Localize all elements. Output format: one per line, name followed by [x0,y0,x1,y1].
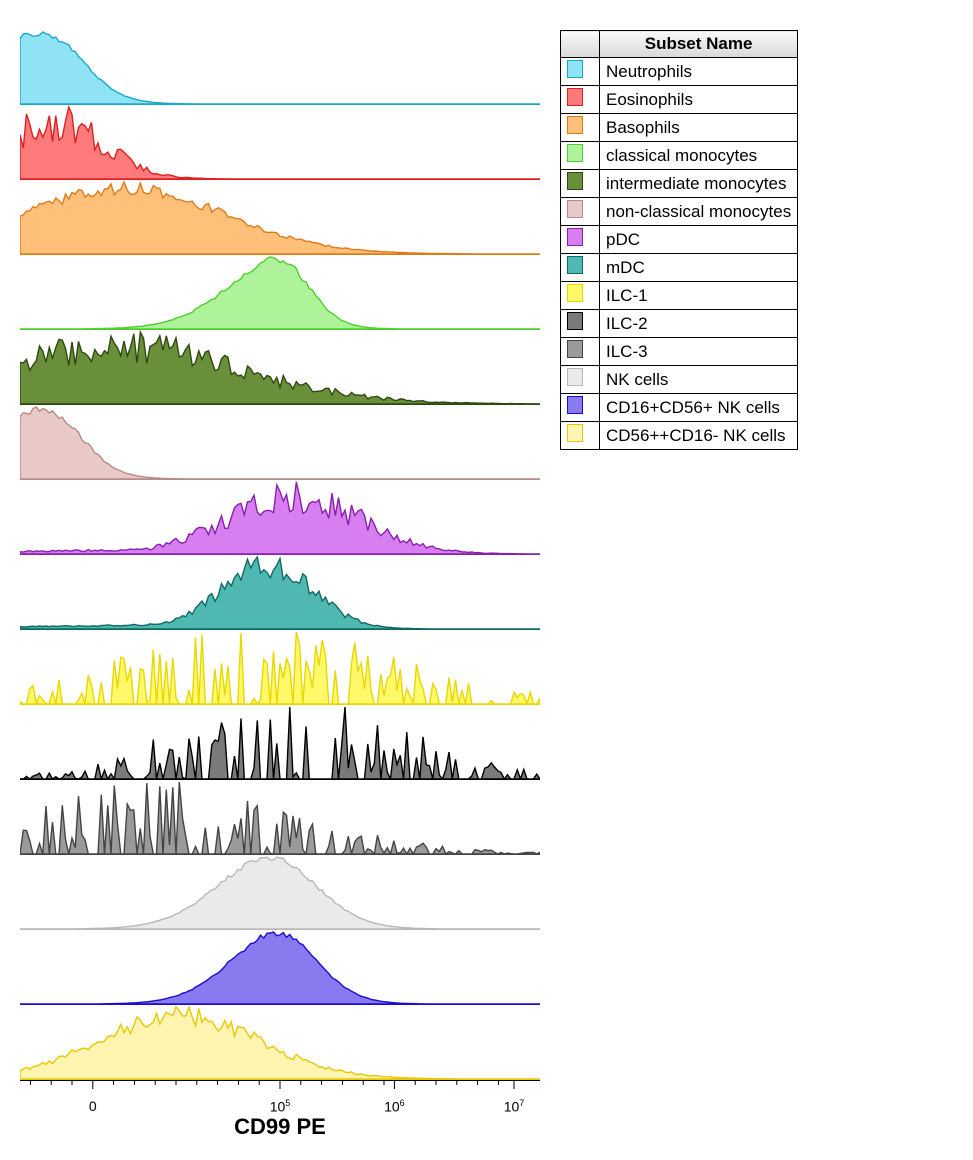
legend-row: CD16+CD56+ NK cells [561,394,798,422]
histogram-row [20,480,540,555]
histogram-row [20,930,540,1005]
histogram-intermediate-monocytes [20,330,540,404]
legend-swatch-cell [561,170,600,198]
histogram-non-classical-monocytes [20,405,540,479]
legend-swatch-cell [561,282,600,310]
legend-label: ILC-2 [600,310,798,338]
histogram-row [20,780,540,855]
histogram-ilc-3 [20,780,540,854]
legend-row: pDC [561,226,798,254]
legend-label: CD56++CD16- NK cells [600,422,798,450]
legend-row: classical monocytes [561,142,798,170]
legend-row: mDC [561,254,798,282]
legend-swatch [567,228,583,246]
histogram-stack: CD99 PE 0 105 106 107 [20,30,540,1140]
legend-label: ILC-1 [600,282,798,310]
histogram-ilc-2 [20,705,540,779]
legend-label: intermediate monocytes [600,170,798,198]
legend-row: CD56++CD16- NK cells [561,422,798,450]
legend-label: Neutrophils [600,58,798,86]
legend-label: classical monocytes [600,142,798,170]
histogram-row [20,30,540,105]
legend-swatch-cell [561,254,600,282]
legend-swatch-cell [561,422,600,450]
legend-swatch-cell [561,114,600,142]
x-tick-label: 0 [89,1098,97,1114]
legend-swatch-cell [561,310,600,338]
legend-swatch [567,424,583,442]
x-axis: CD99 PE 0 105 106 107 [20,1080,540,1140]
histogram-row [20,255,540,330]
legend-row: Eosinophils [561,86,798,114]
legend-label: non-classical monocytes [600,198,798,226]
legend-swatch-cell [561,394,600,422]
histogram-ilc-1 [20,630,540,704]
legend-swatch [567,256,583,274]
histogram-row [20,855,540,930]
histogram-row [20,555,540,630]
legend-swatch-cell [561,338,600,366]
legend-swatch [567,88,583,106]
legend-swatch [567,396,583,414]
legend-swatch [567,116,583,134]
legend-swatch [567,284,583,302]
x-tick-label: 106 [384,1098,405,1115]
legend-swatch-cell [561,86,600,114]
legend-row: NK cells [561,366,798,394]
legend-header: Subset Name [600,31,798,58]
legend-row: non-classical monocytes [561,198,798,226]
histogram-row [20,705,540,780]
histogram-pdc [20,480,540,554]
legend-swatch-cell [561,198,600,226]
legend-row: intermediate monocytes [561,170,798,198]
histogram-row [20,105,540,180]
legend-swatch-cell [561,58,600,86]
legend-row: Neutrophils [561,58,798,86]
legend-label: pDC [600,226,798,254]
legend-swatch [567,312,583,330]
histogram-row [20,1005,540,1080]
legend-swatch-cell [561,366,600,394]
histogram-mdc [20,555,540,629]
x-tick-label: 107 [504,1098,525,1115]
histogram-cd16+cd56+-nk-cells [20,930,540,1004]
legend-swatch [567,60,583,78]
x-tick-label: 105 [270,1098,291,1115]
legend-row: ILC-1 [561,282,798,310]
histogram-row [20,630,540,705]
histogram-neutrophils [20,30,540,104]
legend-swatch [567,200,583,218]
legend-row: ILC-2 [561,310,798,338]
legend-swatch [567,340,583,358]
histogram-cd56++cd16--nk-cells [20,1005,540,1079]
histogram-row [20,330,540,405]
legend-swatch [567,144,583,162]
legend-row: Basophils [561,114,798,142]
histogram-basophils [20,180,540,254]
histogram-classical-monocytes [20,255,540,329]
legend-label: ILC-3 [600,338,798,366]
legend-row: ILC-3 [561,338,798,366]
legend-table: Subset Name NeutrophilsEosinophilsBasoph… [560,30,798,450]
legend-swatch-header [561,31,600,58]
legend-swatch [567,368,583,386]
legend-swatch [567,172,583,190]
legend-label: Eosinophils [600,86,798,114]
legend-label: NK cells [600,366,798,394]
legend-label: Basophils [600,114,798,142]
x-axis-label: CD99 PE [20,1114,540,1140]
histogram-row [20,405,540,480]
histogram-nk-cells [20,855,540,929]
legend-label: mDC [600,254,798,282]
histogram-eosinophils [20,105,540,179]
legend-swatch-cell [561,142,600,170]
histogram-row [20,180,540,255]
legend-swatch-cell [561,226,600,254]
legend-label: CD16+CD56+ NK cells [600,394,798,422]
